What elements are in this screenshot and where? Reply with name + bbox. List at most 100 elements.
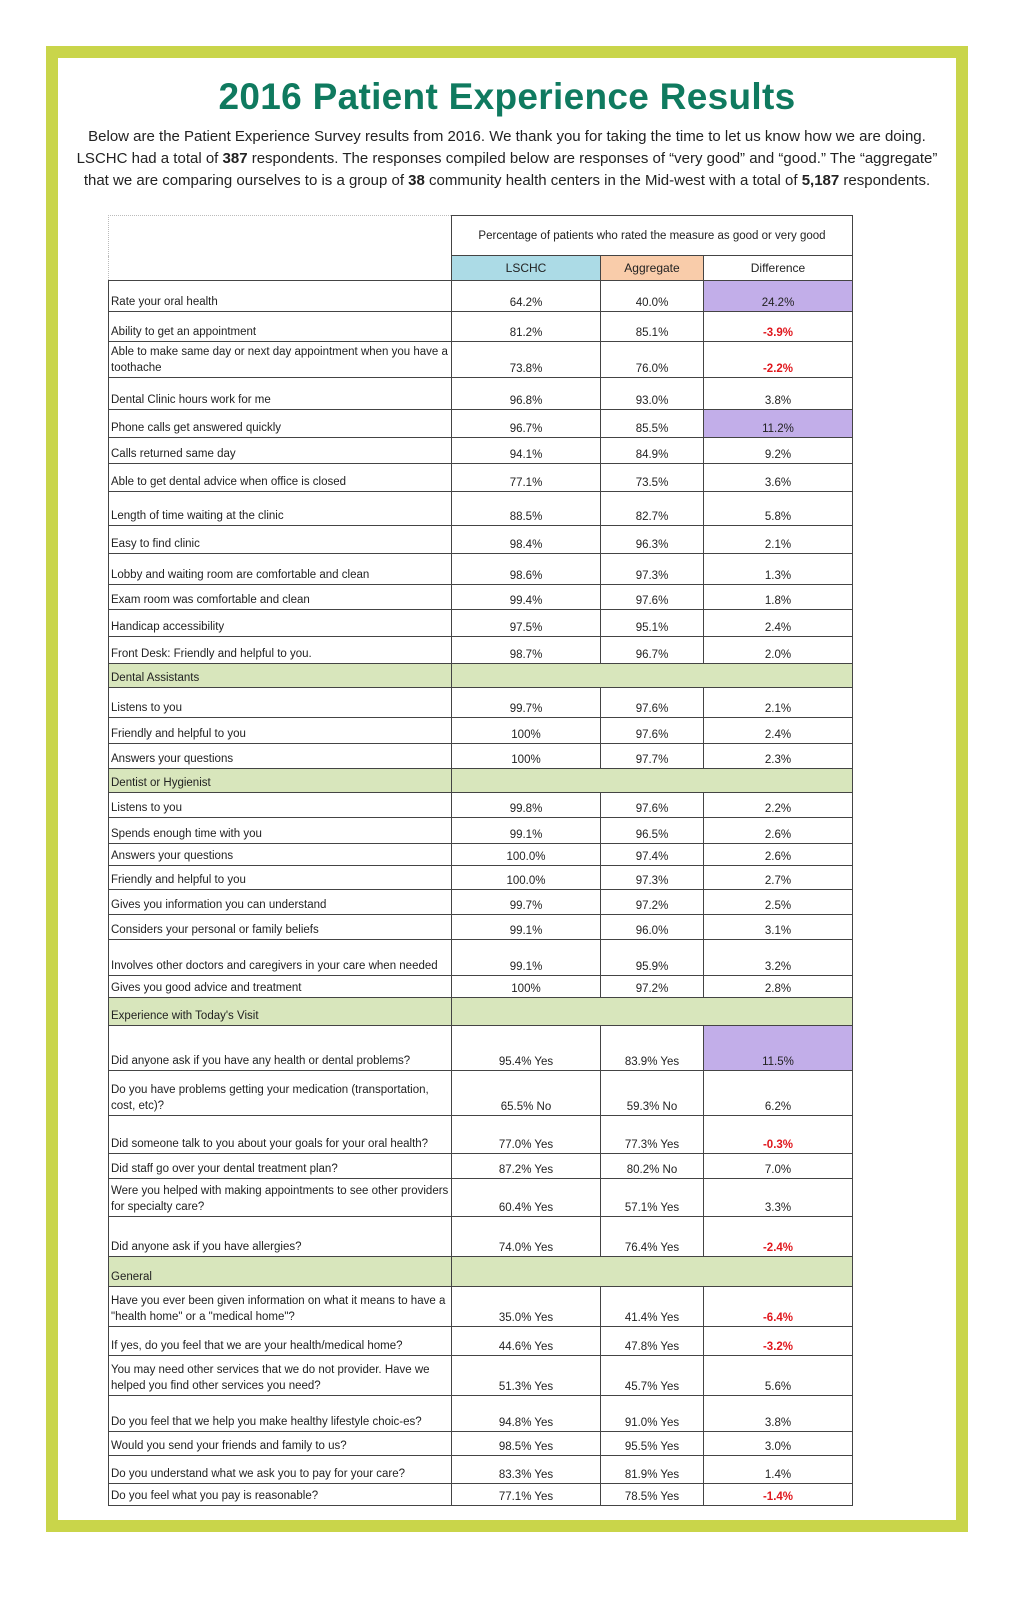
lschc-cell: 88.5% [451,491,601,526]
question-cell: Calls returned same day [108,437,452,464]
question-cell: Do you have problems getting your medica… [108,1070,452,1116]
aggregate-cell: 97.3% [600,553,704,585]
section-header-row: Dentist or Hygienist [108,768,853,793]
question-cell: Would you send your friends and family t… [108,1431,452,1456]
section-title: Dentist or Hygienist [108,768,452,793]
lschc-cell: 98.5% Yes [451,1431,601,1456]
aggregate-cell: 83.9% Yes [600,1025,704,1071]
difference-cell: 3.0% [703,1431,853,1456]
lschc-cell: 97.5% [451,609,601,637]
span-header: Percentage of patients who rated the mea… [451,215,853,256]
aggregate-cell: 41.4% Yes [600,1286,704,1327]
table-row: Friendly and helpful to you 100.0% 97.3% 2.… [108,865,853,890]
table-row: Calls returned same day 94.1% 84.9% 9.2% [108,437,853,464]
intro-text: respondents. [839,172,931,189]
lschc-cell: 100.0% [451,865,601,890]
table-row: Exam room was comfortable and clean 99.4%… [108,584,853,610]
lschc-cell: 81.2% [451,311,601,342]
lschc-cell: 64.2% [451,280,601,312]
aggregate-cell: 81.9% Yes [600,1455,704,1484]
table-row: Involves other doctors and caregivers in… [108,939,853,976]
table-row: Did someone talk to you about your goals… [108,1115,853,1154]
table-row: Gives you good advice and treatment 100% 9… [108,975,853,998]
table-row: Gives you information you can understand… [108,889,853,915]
question-cell: Front Desk: Friendly and helpful to you. [108,636,452,664]
aggregate-cell: 96.0% [600,914,704,940]
column-header-row: LSCHC Aggregate Difference [109,255,853,281]
question-cell: Rate your oral health [108,280,452,312]
aggregate-cell: 76.4% Yes [600,1216,704,1257]
section-fill [451,768,853,793]
lschc-cell: 95.4% Yes [451,1025,601,1071]
lschc-respondents: 387 [222,150,248,167]
lschc-cell: 99.1% [451,914,601,940]
question-cell: Did staff go over your dental treatment … [108,1153,452,1179]
section-title: General [108,1256,452,1287]
difference-cell: 2.0% [703,636,853,664]
aggregate-cell: 91.0% Yes [600,1395,704,1432]
lschc-cell: 44.6% Yes [451,1326,601,1356]
lschc-cell: 100% [451,975,601,998]
table-row: Front Desk: Friendly and helpful to you.… [108,636,853,664]
lschc-cell: 99.4% [451,584,601,610]
question-cell: Listens to you [108,687,452,718]
aggregate-respondents: 5,187 [801,172,840,189]
section-title: Experience with Today's Visit [108,997,452,1026]
results-table: Percentage of patients who rated the mea… [108,215,853,1506]
lschc-cell: 51.3% Yes [451,1355,601,1396]
lschc-cell: 99.8% [451,792,601,818]
table-row: Length of time waiting at the clinic 88.5… [108,491,853,526]
difference-cell: -3.9% [703,311,853,342]
aggregate-cell: 47.8% Yes [600,1326,704,1356]
difference-cell: 3.6% [703,463,853,492]
lschc-cell: 99.7% [451,687,601,718]
aggregate-cell: 82.7% [600,491,704,526]
aggregate-cell: 85.1% [600,311,704,342]
question-cell: Gives you good advice and treatment [108,975,452,998]
aggregate-cell: 73.5% [600,463,704,492]
table-row: Lobby and waiting room are comfortable a… [108,553,853,585]
table-row: Friendly and helpful to you 100% 97.6% 2.4% [108,717,853,744]
aggregate-cell: 97.6% [600,717,704,744]
difference-cell: -1.4% [703,1483,853,1506]
question-cell: Have you ever been given information on … [108,1286,452,1327]
difference-cell: -0.3% [703,1115,853,1154]
lschc-cell: 83.3% Yes [451,1455,601,1484]
question-cell: Answers your questions [108,743,452,769]
difference-cell: -2.4% [703,1216,853,1257]
lschc-cell: 96.7% [451,409,601,438]
section-fill [451,997,853,1026]
table-row: Have you ever been given information on … [108,1286,853,1327]
question-cell: Involves other doctors and caregivers in… [108,939,452,976]
difference-cell: 11.5% [703,1025,853,1071]
lschc-cell: 99.1% [451,939,601,976]
question-cell: Phone calls get answered quickly [108,409,452,438]
aggregate-cell: 76.0% [600,341,704,378]
question-cell: Were you helped with making appointments… [108,1178,452,1217]
lschc-cell: 60.4% Yes [451,1178,601,1217]
difference-cell: 2.7% [703,865,853,890]
lschc-cell: 94.1% [451,437,601,464]
difference-cell: 3.8% [703,1395,853,1432]
lschc-cell: 99.7% [451,889,601,915]
table-row: Able to get dental advice when office is… [108,463,853,492]
question-cell: Friendly and helpful to you [108,717,452,744]
table-row: Dental Clinic hours work for me 96.8% 93.0… [108,377,853,410]
lschc-cell: 77.0% Yes [451,1115,601,1154]
page-title: 2016 Patient Experience Results [218,76,796,117]
aggregate-cell: 97.2% [600,889,704,915]
difference-cell: 2.2% [703,792,853,818]
section-title: Dental Assistants [108,663,452,688]
intro-paragraph: Below are the Patient Experience Survey … [66,126,948,192]
difference-cell: 2.1% [703,525,853,554]
question-cell: Friendly and helpful to you [108,865,452,890]
difference-cell: 5.8% [703,491,853,526]
aggregate-cell: 97.6% [600,584,704,610]
difference-cell: 2.3% [703,743,853,769]
difference-cell: 11.2% [703,409,853,438]
table-row: Do you have problems getting your medica… [108,1070,853,1116]
difference-cell: -6.4% [703,1286,853,1327]
aggregate-cell: 97.7% [600,743,704,769]
question-cell: Do you feel what you pay is reasonable? [108,1483,452,1506]
table-row: Did anyone ask if you have allergies? 74.… [108,1216,853,1257]
